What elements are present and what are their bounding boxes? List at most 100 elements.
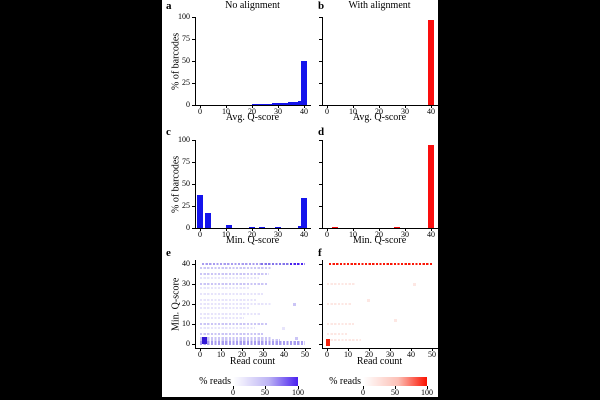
x-tick-mark bbox=[251, 105, 253, 108]
x-tick-mark bbox=[277, 228, 279, 231]
x-tick-label: 0 bbox=[198, 230, 202, 239]
x-tick-label: 0 bbox=[325, 107, 329, 116]
colorbar-tick-label: 0 bbox=[231, 388, 235, 397]
y-tick-mark bbox=[191, 323, 195, 325]
histogram-bar bbox=[428, 19, 434, 105]
panel-a-title: No alignment bbox=[225, 0, 280, 11]
y-tick-mark bbox=[191, 283, 195, 285]
panel-e-xlabel: Read count bbox=[229, 356, 276, 367]
y-tick-mark bbox=[191, 38, 195, 40]
x-tick-label: 50 bbox=[428, 350, 436, 359]
histogram-bar bbox=[301, 198, 307, 228]
heat-row bbox=[200, 306, 251, 310]
y-tick-mark bbox=[191, 263, 195, 265]
y-tick-mark bbox=[191, 16, 195, 18]
panel-c-label: c bbox=[166, 126, 171, 138]
y-tick-mark bbox=[191, 303, 195, 305]
x-tick-mark bbox=[283, 348, 285, 351]
colorbar-tick-mark bbox=[265, 386, 266, 389]
y-tick-label: 25 bbox=[182, 201, 190, 210]
y-tick-mark bbox=[191, 161, 195, 163]
heat-row bbox=[200, 326, 255, 330]
heat-row bbox=[327, 332, 348, 336]
x-tick-mark bbox=[225, 105, 227, 108]
reads-colorbar-blue-label: % reads bbox=[199, 376, 231, 387]
x-tick-label: 20 bbox=[238, 350, 246, 359]
x-tick-mark bbox=[199, 105, 201, 108]
heat-cell bbox=[292, 302, 296, 306]
x-tick-label: 40 bbox=[300, 107, 308, 116]
panel-c-plot: 0 10 20 30 40 0 25 50 75 100 bbox=[178, 136, 311, 239]
y-tick-mark bbox=[318, 16, 322, 18]
heat-row bbox=[200, 336, 272, 340]
x-tick-mark bbox=[430, 105, 432, 108]
histogram-bar bbox=[225, 225, 232, 228]
x-tick-label: 10 bbox=[349, 107, 357, 116]
y-tick-mark bbox=[191, 139, 195, 141]
heat-row bbox=[200, 312, 261, 316]
heat-cell bbox=[282, 326, 285, 330]
histogram-bar bbox=[275, 227, 281, 228]
heat-row bbox=[200, 298, 257, 302]
y-tick-mark bbox=[318, 38, 322, 40]
reads-colorbar-f bbox=[362, 377, 428, 389]
y-tick-label: 25 bbox=[182, 78, 190, 87]
x-tick-label: 0 bbox=[198, 350, 202, 359]
histogram-bar bbox=[428, 145, 434, 228]
heat-cell bbox=[367, 298, 370, 302]
x-tick-mark bbox=[326, 348, 328, 351]
heat-row bbox=[200, 338, 280, 342]
y-tick-mark bbox=[318, 283, 322, 285]
y-tick-mark bbox=[318, 183, 322, 185]
y-tick-label: 50 bbox=[182, 179, 190, 188]
x-tick-label: 30 bbox=[401, 107, 409, 116]
heat-cell bbox=[326, 338, 331, 346]
colorbar-tick-label: 0 bbox=[361, 388, 365, 397]
heat-row bbox=[290, 262, 305, 266]
x-tick-mark bbox=[303, 228, 305, 231]
panel-b-label: b bbox=[318, 0, 325, 12]
reads-colorbar-red-label: % reads bbox=[329, 376, 361, 387]
x-tick-mark bbox=[326, 228, 328, 231]
y-tick-mark bbox=[318, 303, 322, 305]
colorbar-tick-mark bbox=[426, 386, 428, 389]
y-tick-label: 0 bbox=[186, 100, 190, 109]
x-tick-label: 0 bbox=[325, 350, 329, 359]
heat-row bbox=[327, 282, 357, 286]
heat-cell bbox=[413, 282, 417, 286]
x-tick-mark bbox=[303, 105, 305, 108]
x-tick-mark bbox=[199, 348, 201, 351]
heat-row bbox=[327, 302, 353, 306]
heat-row bbox=[202, 262, 263, 266]
y-tick-mark bbox=[191, 60, 195, 62]
heat-row bbox=[261, 262, 293, 266]
x-tick-mark bbox=[431, 348, 433, 351]
x-tick-label: 40 bbox=[427, 107, 435, 116]
y-tick-label: 10 bbox=[182, 319, 190, 328]
panel-b-plot: 0 10 20 30 40 bbox=[318, 16, 438, 116]
heat-row bbox=[200, 340, 305, 344]
y-tick-label: 75 bbox=[182, 157, 190, 166]
y-tick-label: 0 bbox=[186, 223, 190, 232]
x-tick-mark bbox=[378, 228, 380, 231]
x-tick-label: 10 bbox=[349, 230, 357, 239]
colorbar-tick-label: 100 bbox=[292, 388, 304, 397]
heat-row bbox=[200, 266, 272, 270]
heat-row bbox=[329, 262, 432, 266]
heat-cell bbox=[394, 318, 398, 322]
x-tick-mark bbox=[352, 105, 354, 108]
panel-f-xlabel: Read count bbox=[356, 356, 403, 367]
multi-panel-figure: a No alignment % of barcodes 0 10 20 30 40 0 2… bbox=[162, 0, 438, 397]
heat-row bbox=[327, 338, 361, 342]
x-tick-mark bbox=[410, 348, 412, 351]
x-tick-mark bbox=[430, 228, 432, 231]
heat-row bbox=[200, 286, 251, 290]
x-tick-mark bbox=[352, 228, 354, 231]
colorbar-tick-label: 50 bbox=[391, 388, 399, 397]
y-tick-label: 100 bbox=[178, 12, 190, 21]
x-tick-mark bbox=[199, 228, 201, 231]
x-tick-mark bbox=[389, 348, 391, 351]
colorbar-tick-mark bbox=[362, 386, 364, 389]
y-tick-mark bbox=[191, 343, 195, 345]
x-tick-label: 50 bbox=[301, 350, 309, 359]
